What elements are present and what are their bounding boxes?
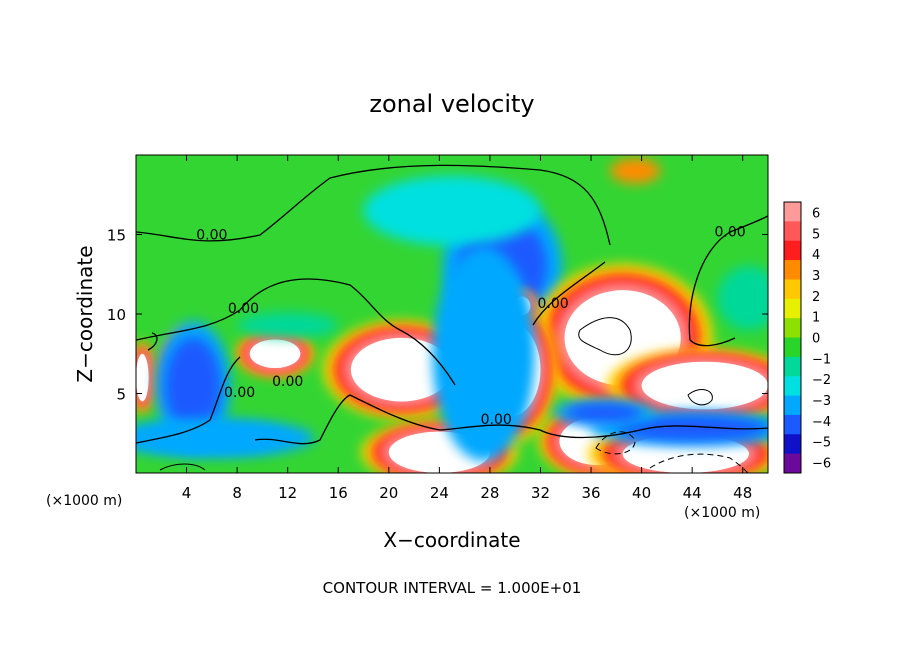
contour-line: [688, 215, 768, 341]
colorbar-tick-label: −5: [812, 436, 831, 451]
colorbar-tick-label: 0: [812, 332, 820, 347]
colorbar-tick-label: 1: [812, 311, 820, 326]
velocity-field: [136, 158, 768, 473]
heatmap-cell: [565, 403, 642, 423]
colorbar-tick-label: −2: [812, 373, 831, 388]
colorbar-tick-label: 2: [812, 290, 820, 305]
y-tick-label: 10: [107, 306, 126, 324]
colorbar-tick-label: −3: [812, 394, 831, 409]
contour-interval-note: CONTOUR INTERVAL = 1.000E+01: [323, 579, 582, 597]
colorbar-tick-label: −6: [812, 457, 831, 472]
contour-label: 0.00: [538, 296, 569, 312]
colorbar-swatch: [784, 414, 801, 435]
heatmap-cell: [616, 415, 768, 442]
x-tick-label: 24: [430, 484, 449, 502]
y-axis-label: Z−coordinate: [73, 245, 97, 382]
contour-label: 0.00: [224, 385, 255, 401]
contour-line: [136, 278, 456, 386]
colorbar-swatch: [784, 434, 801, 455]
contour-label: 0.00: [714, 225, 745, 241]
colorbar-swatch: [784, 376, 801, 397]
heatmap-cell: [136, 353, 149, 402]
x-tick-label: 48: [733, 484, 752, 502]
contour-label: 0.00: [196, 228, 227, 244]
y-tick-label: 15: [107, 227, 126, 245]
heatmap-cell: [165, 337, 221, 434]
contour-line: [595, 431, 636, 455]
contour-line: [136, 164, 611, 246]
heatmap-cell: [363, 175, 541, 246]
colorbar-swatch: [784, 221, 801, 242]
colorbar-tick-label: −4: [812, 415, 831, 430]
heatmap-cell: [610, 158, 661, 184]
x-tick-label: 4: [182, 484, 192, 502]
x-tick-label: 32: [531, 484, 550, 502]
heatmap-cell: [445, 274, 522, 434]
y-tick-label: 5: [116, 386, 126, 404]
contour-line: [147, 332, 158, 351]
colorbar-tick-label: 5: [812, 227, 820, 242]
x-tick-label: 44: [683, 484, 702, 502]
contour-line: [159, 463, 206, 471]
contour-label: 0.00: [481, 412, 512, 428]
heatmap-cell: [717, 266, 768, 330]
heatmap-cell: [641, 361, 768, 410]
x-tick-label: 16: [329, 484, 348, 502]
chart-title: zonal velocity: [369, 90, 534, 118]
colorbar-swatch: [784, 260, 801, 280]
heatmap-cell: [136, 423, 288, 453]
heatmap-cell: [237, 312, 339, 338]
contour-label: 0.00: [272, 374, 303, 390]
x-unit-right: (×1000 m): [684, 505, 760, 521]
contour-label: 0.00: [228, 301, 259, 317]
heatmap-cell: [249, 339, 301, 369]
x-tick-label: 12: [278, 484, 297, 502]
colorbar-swatch: [784, 453, 801, 474]
contour-line: [532, 261, 606, 326]
x-tick-label: 36: [581, 484, 600, 502]
contour-line: [687, 389, 713, 406]
x-axis: 4 8 12 16 20 24 28 32 36 40 44 48: [182, 155, 752, 502]
contour-line: [689, 337, 736, 347]
contour-line: [136, 356, 241, 444]
colorbar-tick-label: 3: [812, 269, 820, 284]
colorbar-swatch: [784, 279, 801, 300]
colorbar-swatch: [784, 356, 801, 377]
colorbar-tick-label: 4: [812, 248, 820, 263]
contour-labels: 0.00 0.00 0.00 0.00 0.00 0.00 0.00: [196, 225, 745, 429]
colorbar-frame: [783, 201, 802, 474]
colorbar-tick-label: −1: [812, 352, 831, 367]
x-tick-label: 20: [379, 484, 398, 502]
x-unit-left: (×1000 m): [46, 493, 122, 509]
y-axis: 5 10 15: [107, 227, 768, 404]
colorbar-swatch: [784, 240, 801, 261]
heatmap-cell: [350, 337, 452, 402]
x-axis-label: X−coordinate: [383, 528, 520, 552]
colorbar-swatch: [784, 202, 801, 222]
x-tick-label: 28: [480, 484, 499, 502]
contour-line: [578, 317, 632, 356]
contour-line: [254, 394, 768, 445]
colorbar: 6 5 4 3 2 1 0 −1 −2 −3 −4 −5 −6: [783, 201, 831, 474]
x-tick-label: 8: [232, 484, 242, 502]
colorbar-swatch: [784, 337, 801, 358]
colorbar-tick-label: 6: [812, 206, 820, 221]
zero-contours: [136, 164, 768, 445]
x-tick-label: 40: [632, 484, 651, 502]
secondary-contours: [159, 317, 749, 473]
colorbar-swatch: [784, 298, 801, 319]
colorbar-swatch: [784, 395, 801, 416]
colorbar-swatch: [784, 318, 801, 338]
contour-line: [649, 453, 749, 473]
